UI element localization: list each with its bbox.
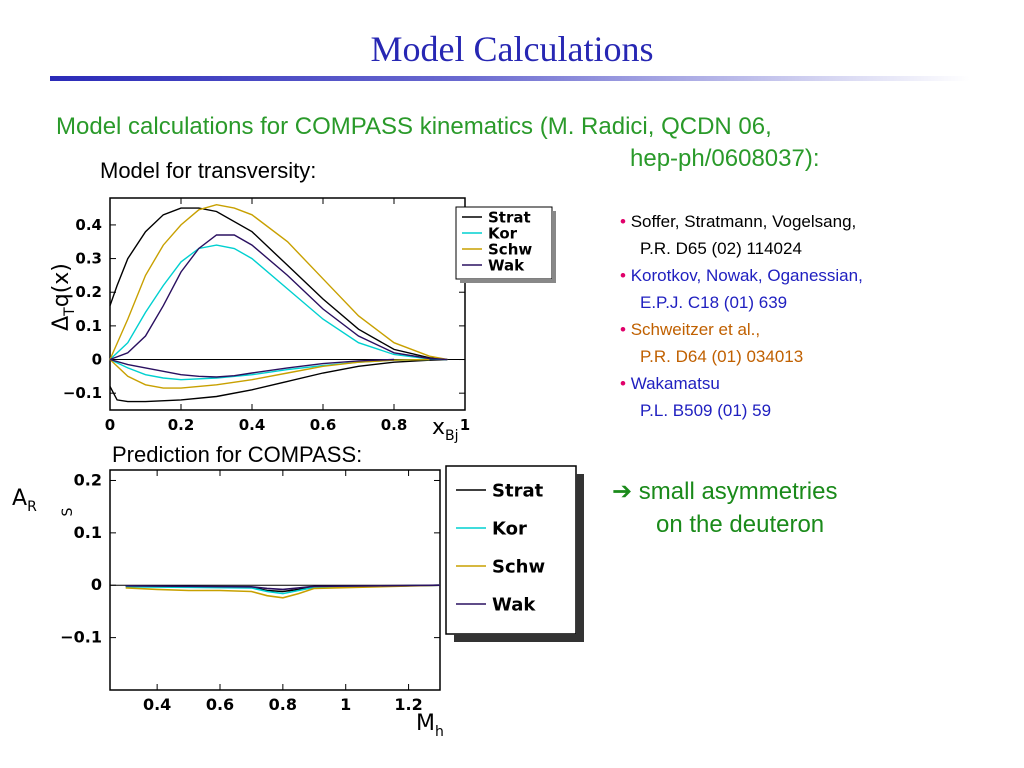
transversity-chart: 0 0.2 0.4 0.6 0.8 1−0.100.10.20.30.4 ΔTq(x) x…	[49, 197, 556, 444]
series-line-wak	[125, 584, 441, 591]
conclusion-note: ➔ small asymmetries on the deuteron	[612, 475, 837, 541]
x-tick-label: 0.6	[206, 695, 234, 714]
y-tick-label: 0.1	[75, 317, 102, 335]
series-line-schw	[125, 584, 441, 599]
conclusion-line1: small asymmetries	[638, 478, 838, 505]
bottom-xaxis-label: Mh	[416, 711, 444, 740]
x-tick-label: 1.2	[394, 695, 422, 714]
reference-item: • Schweitzer et al.,	[620, 316, 863, 343]
x-tick-label: 0.8	[381, 416, 408, 434]
bottom-legend: Strat Kor Schw Wak	[445, 465, 584, 642]
reference-item: • Soffer, Stratmann, Vogelsang,	[620, 208, 863, 235]
page-title: Model Calculations	[370, 29, 654, 69]
bullet-icon: •	[620, 266, 626, 285]
legend-label-schw: Schw	[492, 556, 545, 577]
bottom-yaxis-label-s: S	[60, 507, 76, 516]
x-tick-label: 1	[460, 416, 470, 434]
subtitle-line2: hep-ph/0608037):	[630, 145, 820, 172]
reference-authors: Schweitzer et al.,	[630, 320, 761, 339]
reference-authors: Soffer, Stratmann, Vogelsang,	[630, 212, 857, 231]
legend-label-wak: Wak	[492, 594, 536, 615]
reference-citation: P.R. D64 (01) 034013	[640, 347, 804, 366]
y-tick-label: −0.1	[63, 384, 102, 402]
x-tick-label: 0	[105, 416, 115, 434]
bullet-icon: •	[620, 212, 626, 231]
x-tick-label: 0.4	[143, 695, 171, 714]
series-line-strat	[109, 207, 448, 361]
bullet-icon: •	[620, 320, 626, 339]
reference-citation: E.P.J. C18 (01) 639	[640, 293, 788, 312]
series-line-wak	[109, 234, 448, 361]
arrow-right-icon: ➔	[612, 478, 633, 505]
conclusion-line2: on the deuteron	[656, 511, 825, 538]
bullet-icon: •	[620, 374, 626, 393]
top-chart-label: Model for transversity:	[100, 158, 317, 183]
y-tick-label: 0.2	[74, 470, 102, 489]
reference-citation: P.L. B509 (01) 59	[640, 401, 772, 420]
reference-citation: P.R. D65 (02) 114024	[640, 239, 802, 258]
compass-prediction-chart: 0.4 0.6 0.8 1 1.2 −0.1 0 0.1 0.2 AR S Mh Strat Ko…	[12, 465, 584, 740]
series-line-kor	[109, 244, 448, 361]
y-tick-label: 0.2	[75, 283, 102, 301]
reference-authors: Korotkov, Nowak, Oganessian,	[630, 266, 863, 285]
x-tick-label: 1	[340, 695, 351, 714]
x-tick-label: 0.4	[239, 416, 266, 434]
y-tick-label: 0	[92, 351, 102, 369]
y-tick-label: 0	[91, 575, 102, 594]
series-line-wak	[109, 358, 395, 378]
subtitle-line1: Model calculations for COMPASS kinematic…	[56, 113, 772, 140]
legend-label-schw: Schw	[488, 240, 532, 258]
legend-label-strat: Strat	[488, 208, 531, 226]
y-tick-label: 0.1	[74, 523, 102, 542]
reference-item: • Korotkov, Nowak, Oganessian,	[620, 262, 863, 289]
legend-label-strat: Strat	[492, 480, 544, 501]
top-xaxis-label: xBj	[432, 415, 459, 444]
bottom-chart-label: Prediction for COMPASS:	[112, 442, 363, 467]
series-line-strat	[109, 358, 448, 403]
reference-item: • Wakamatsu	[620, 370, 863, 397]
y-tick-label: 0.3	[75, 250, 102, 268]
title-underline	[50, 76, 970, 81]
series-line-schw	[109, 203, 448, 361]
x-tick-label: 0.2	[168, 416, 195, 434]
series-line-schw	[109, 358, 430, 389]
x-tick-label: 0.6	[310, 416, 337, 434]
top-plot-frame	[109, 197, 466, 411]
legend-label-kor: Kor	[492, 518, 527, 539]
legend-label-kor: Kor	[488, 224, 518, 242]
reference-list: • Soffer, Stratmann, Vogelsang, P.R. D65…	[620, 208, 863, 424]
x-tick-label: 0.8	[269, 695, 297, 714]
bottom-yaxis-label-a: AR	[12, 486, 37, 515]
top-yaxis-label: ΔTq(x)	[49, 263, 78, 331]
y-tick-label: −0.1	[60, 628, 102, 647]
reference-authors: Wakamatsu	[630, 374, 720, 393]
bottom-plot-frame	[109, 469, 441, 691]
legend-label-wak: Wak	[488, 256, 525, 274]
y-tick-label: 0.4	[75, 216, 102, 234]
